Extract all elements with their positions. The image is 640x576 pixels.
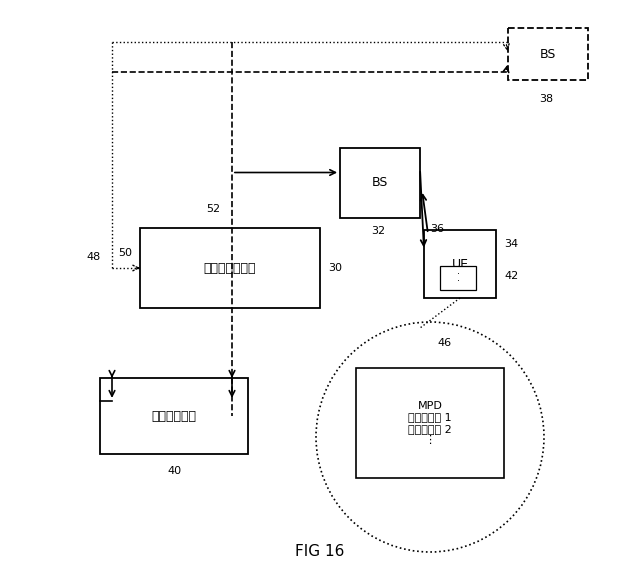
Text: 38: 38: [539, 94, 553, 104]
Text: 無線資源管理部: 無線資源管理部: [204, 262, 256, 275]
Bar: [424, 230, 496, 298]
Text: 40: 40: [167, 466, 181, 476]
Text: 50: 50: [118, 248, 132, 258]
Bar: [440, 266, 476, 290]
Text: FIG 16: FIG 16: [295, 544, 345, 559]
Bar: [140, 228, 320, 308]
Text: 36: 36: [430, 224, 444, 234]
Text: 34: 34: [504, 239, 518, 249]
Text: 48: 48: [86, 252, 100, 262]
Text: BS: BS: [540, 47, 556, 60]
Text: 46: 46: [437, 338, 451, 348]
Bar: [340, 148, 420, 218]
Text: 42: 42: [504, 271, 518, 281]
Bar: [356, 368, 504, 478]
Text: ⁚: ⁚: [456, 273, 460, 283]
Text: 30: 30: [328, 263, 342, 273]
Text: UE: UE: [451, 257, 468, 271]
Text: BS: BS: [372, 176, 388, 190]
Bar: [508, 28, 588, 80]
Text: 52: 52: [206, 204, 220, 214]
Text: 32: 32: [371, 226, 385, 236]
Text: クライアント: クライアント: [152, 410, 196, 423]
Bar: [100, 378, 248, 454]
Text: MPD
バージョン 1
バージョン 2
⋮: MPD バージョン 1 バージョン 2 ⋮: [408, 400, 452, 445]
